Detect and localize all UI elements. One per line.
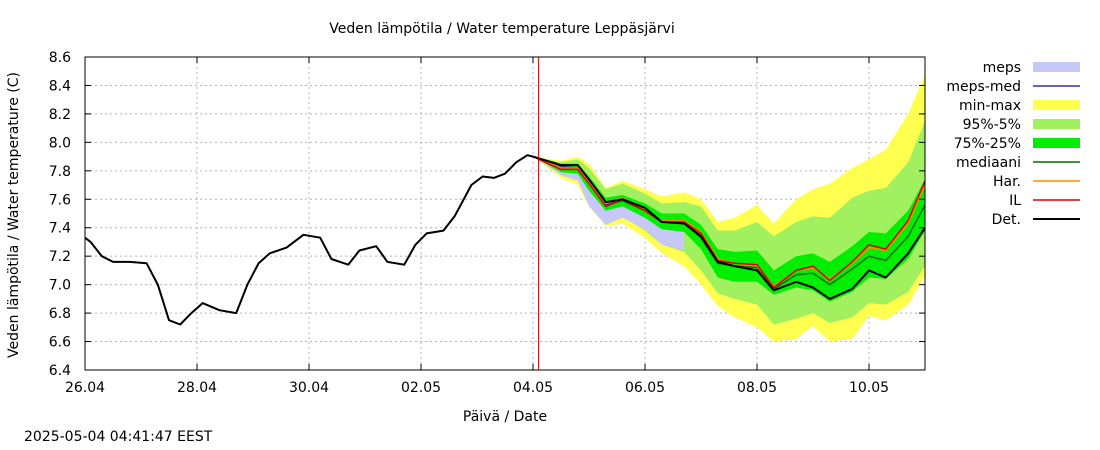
band-75-25	[533, 156, 925, 302]
axes	[84, 56, 926, 371]
plot-frame	[84, 56, 926, 371]
legend-label: 75%-25%	[954, 136, 1021, 152]
legend-label: Det.	[992, 212, 1021, 228]
x-tick-label: 02.05	[401, 380, 441, 396]
x-axis-label: Päivä / Date	[463, 409, 547, 425]
tick-labels: 6.4 6.6 6.8 7.0 7.2 7.4 7.6 7.8 8.0 8.2 8.4 8.6 26.0…	[49, 50, 889, 396]
x-tick-label: 08.05	[737, 380, 777, 396]
series-il	[532, 155, 926, 289]
legend-label: Har.	[993, 174, 1021, 190]
y-tick-label: 6.6	[49, 335, 71, 351]
legend-label: mediaani	[956, 155, 1021, 171]
series-lines	[84, 57, 926, 370]
x-tick-label: 30.04	[289, 380, 329, 396]
legend-swatch	[1033, 100, 1080, 110]
x-tick-label: 10.05	[849, 380, 889, 396]
legend: meps meps-med min-max 95%-5% 75%-25% mediaani…	[946, 60, 1080, 228]
y-axis-label: Veden lämpötila / Water temperature (C)	[6, 72, 22, 358]
legend-label: min-max	[959, 98, 1021, 114]
legend-swatch	[1033, 138, 1080, 148]
legend-label: meps-med	[946, 79, 1021, 95]
y-tick-label: 7.0	[49, 278, 71, 294]
y-tick-label: 7.8	[49, 164, 71, 180]
y-tick-label: 8.6	[49, 50, 71, 66]
x-tick-label: 04.05	[513, 380, 553, 396]
y-tick-label: 8.0	[49, 135, 71, 151]
series-det-forecast	[532, 155, 926, 300]
y-tick-label: 6.8	[49, 306, 71, 322]
y-tick-label: 7.4	[49, 221, 71, 237]
legend-swatch	[1033, 62, 1080, 72]
y-tick-label: 8.4	[49, 78, 71, 94]
y-tick-label: 8.2	[49, 107, 71, 123]
legend-label: 95%-5%	[963, 117, 1021, 133]
y-tick-label: 7.6	[49, 192, 71, 208]
series-det-observed	[84, 154, 534, 326]
y-tick-label: 6.4	[49, 363, 71, 379]
x-tick-label: 26.04	[65, 380, 105, 396]
legend-label: meps	[983, 60, 1021, 76]
y-tick-label: 7.2	[49, 249, 71, 265]
chart-title: Veden lämpötila / Water temperature Lepp…	[329, 21, 674, 37]
timestamp: 2025-05-04 04:41:47 EEST	[24, 429, 213, 445]
legend-swatch	[1033, 119, 1080, 129]
x-tick-label: 06.05	[625, 380, 665, 396]
legend-label: IL	[1009, 193, 1021, 209]
x-tick-label: 28.04	[177, 380, 217, 396]
